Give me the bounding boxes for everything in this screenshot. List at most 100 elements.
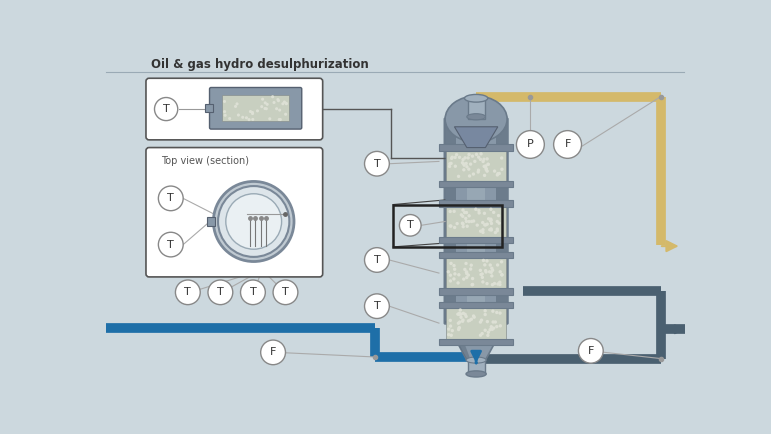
Circle shape (483, 313, 487, 316)
Circle shape (479, 269, 482, 272)
Circle shape (471, 277, 474, 280)
Circle shape (499, 324, 502, 328)
Text: T: T (407, 220, 413, 230)
Circle shape (483, 212, 487, 215)
Circle shape (467, 153, 471, 156)
Bar (439, 237, 513, 243)
Circle shape (485, 259, 489, 263)
Circle shape (453, 277, 456, 281)
Circle shape (450, 329, 454, 332)
Circle shape (484, 269, 487, 272)
Bar (467, 98, 485, 119)
Text: F: F (564, 139, 571, 149)
Circle shape (264, 107, 268, 110)
Circle shape (495, 311, 499, 314)
Circle shape (448, 164, 451, 168)
Circle shape (456, 281, 460, 285)
Circle shape (469, 267, 473, 271)
Circle shape (477, 155, 480, 159)
Circle shape (481, 160, 485, 163)
Circle shape (470, 283, 474, 286)
Bar (207, 217, 215, 226)
Circle shape (465, 211, 468, 214)
Circle shape (223, 100, 226, 103)
Circle shape (480, 273, 483, 276)
Text: T: T (374, 159, 380, 169)
Circle shape (466, 156, 470, 160)
Circle shape (490, 218, 493, 222)
Circle shape (500, 156, 503, 160)
Circle shape (457, 328, 460, 331)
Circle shape (491, 269, 494, 272)
Circle shape (449, 319, 452, 322)
Text: T: T (374, 301, 380, 311)
Circle shape (453, 226, 456, 229)
Circle shape (279, 118, 282, 121)
Bar (393, 204, 502, 247)
Polygon shape (446, 322, 507, 360)
Circle shape (483, 329, 487, 332)
Circle shape (453, 210, 456, 213)
Circle shape (272, 101, 275, 104)
Circle shape (489, 207, 493, 211)
Circle shape (208, 280, 233, 305)
Circle shape (480, 272, 484, 276)
Circle shape (491, 320, 495, 324)
Circle shape (483, 174, 487, 177)
Circle shape (496, 227, 499, 231)
Circle shape (489, 219, 493, 222)
Bar (205, 105, 213, 112)
Circle shape (484, 270, 488, 274)
Circle shape (281, 102, 284, 105)
Circle shape (449, 273, 452, 277)
Circle shape (284, 113, 287, 116)
Circle shape (471, 283, 474, 286)
Bar (446, 150, 507, 181)
Bar (466, 119, 486, 323)
Circle shape (463, 211, 466, 214)
Text: T: T (167, 194, 174, 204)
Circle shape (247, 118, 251, 121)
Circle shape (476, 170, 480, 174)
Circle shape (495, 325, 499, 329)
Circle shape (490, 266, 493, 270)
Circle shape (462, 312, 465, 315)
Circle shape (278, 108, 281, 112)
Circle shape (481, 231, 485, 234)
Circle shape (234, 105, 237, 108)
Circle shape (490, 325, 493, 329)
Circle shape (448, 162, 452, 165)
Circle shape (464, 262, 468, 265)
Circle shape (278, 118, 281, 121)
Circle shape (472, 219, 475, 223)
Circle shape (467, 214, 471, 217)
Circle shape (463, 313, 467, 316)
Circle shape (477, 209, 480, 212)
Bar (439, 252, 513, 258)
Circle shape (492, 326, 496, 330)
Circle shape (453, 264, 456, 267)
Circle shape (490, 222, 493, 225)
Circle shape (457, 174, 460, 178)
Circle shape (470, 263, 473, 267)
Circle shape (446, 270, 450, 273)
Circle shape (470, 318, 473, 321)
Circle shape (485, 282, 489, 285)
Circle shape (484, 164, 487, 168)
Circle shape (473, 160, 476, 163)
Circle shape (449, 262, 453, 265)
Circle shape (456, 312, 460, 316)
Circle shape (477, 211, 481, 215)
Polygon shape (454, 127, 498, 148)
Circle shape (284, 102, 288, 105)
Circle shape (465, 270, 468, 274)
Circle shape (276, 98, 279, 101)
Circle shape (224, 114, 227, 117)
Circle shape (226, 194, 281, 249)
Circle shape (447, 333, 450, 336)
Circle shape (447, 327, 450, 331)
Circle shape (465, 272, 469, 275)
Circle shape (500, 168, 503, 171)
Circle shape (237, 113, 240, 117)
FancyBboxPatch shape (210, 88, 301, 129)
